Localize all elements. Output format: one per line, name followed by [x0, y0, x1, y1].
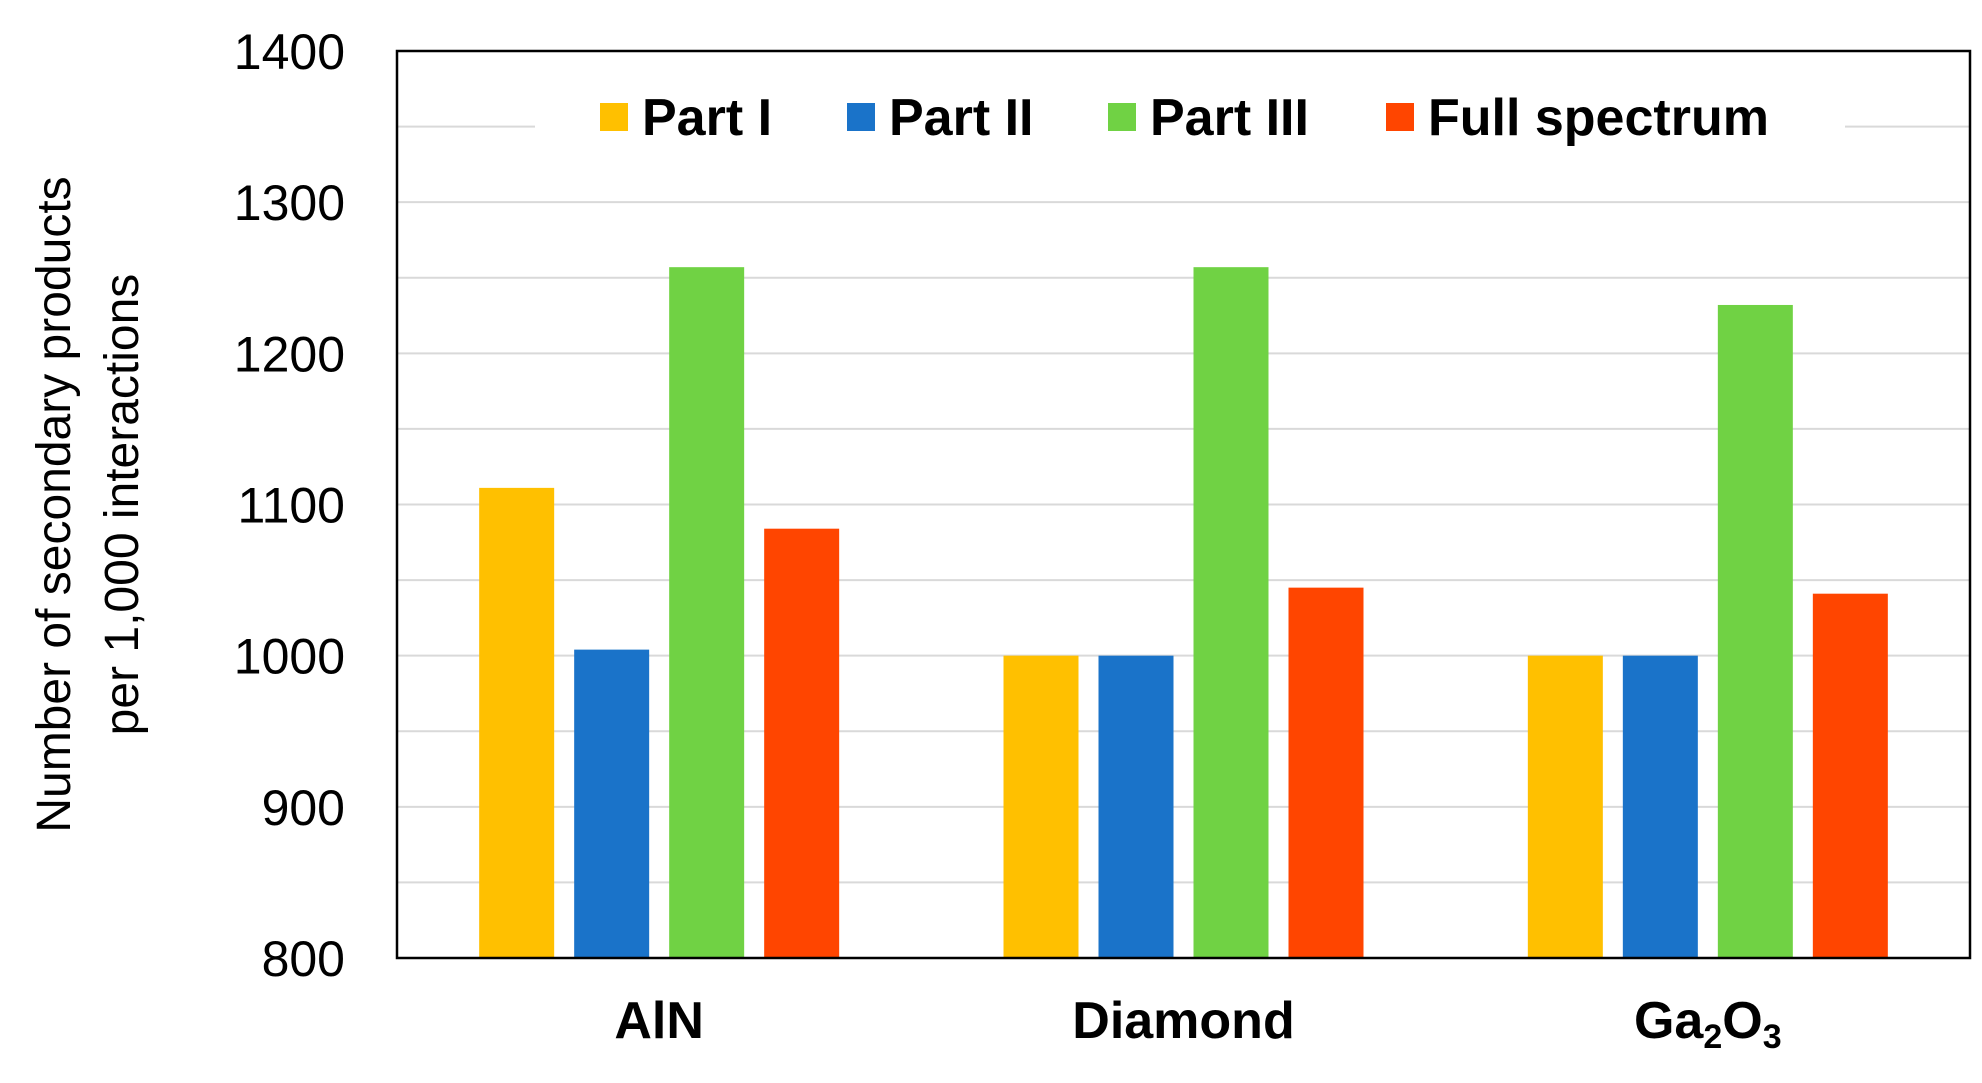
bar-part-iii-aln [669, 267, 745, 958]
legend-label: Full spectrum [1428, 89, 1769, 147]
x-category-label: Ga2O3 [1634, 992, 1782, 1056]
bar-part-ii-ga2o3 [1622, 655, 1698, 958]
y-axis-title-line: Number of secondary products [28, 176, 81, 832]
bar-part-i-aln [479, 487, 555, 958]
y-axis-title-line: per 1,000 interactions [96, 274, 149, 736]
bar-full-spectrum-ga2o3 [1812, 593, 1888, 958]
plot-area-frame [395, 49, 1972, 960]
legend-label: Part II [889, 89, 1034, 147]
y-tick-label: 1000 [234, 629, 345, 685]
legend-swatch [847, 103, 875, 131]
bars [479, 267, 1888, 959]
legend-swatch [1386, 103, 1414, 131]
y-axis-ticks: 800 900 1000 1100 1200 1300 1400 [234, 24, 345, 987]
y-axis-title: Number of secondary products per 1,000 in… [28, 176, 149, 832]
x-axis-labels: AlN Diamond Ga2O3 [614, 992, 1781, 1056]
x-category-label: Diamond [1072, 992, 1294, 1050]
legend-label: Part I [642, 89, 772, 147]
legend-swatch [1108, 103, 1136, 131]
bar-part-ii-diamond [1098, 655, 1174, 958]
y-tick-label: 800 [262, 931, 345, 987]
y-tick-label: 1200 [234, 326, 345, 382]
bar-full-spectrum-diamond [1288, 587, 1364, 958]
bar-part-i-diamond [1003, 655, 1079, 958]
x-category-label: AlN [614, 992, 704, 1050]
bar-part-iii-diamond [1193, 267, 1269, 958]
y-tick-label: 1100 [237, 478, 345, 534]
y-tick-label: 1300 [234, 175, 345, 231]
legend-swatch [600, 103, 628, 131]
legend-label: Part III [1150, 89, 1309, 147]
y-tick-label: 1400 [234, 24, 345, 80]
bar-part-ii-aln [574, 649, 650, 958]
bar-full-spectrum-aln [764, 528, 840, 958]
y-tick-label: 900 [262, 780, 345, 836]
legend-background [535, 82, 1845, 148]
bar-part-iii-ga2o3 [1717, 304, 1793, 959]
bar-part-i-ga2o3 [1527, 655, 1603, 958]
legend: Part I Part II Part III Full spectrum [535, 82, 1845, 148]
